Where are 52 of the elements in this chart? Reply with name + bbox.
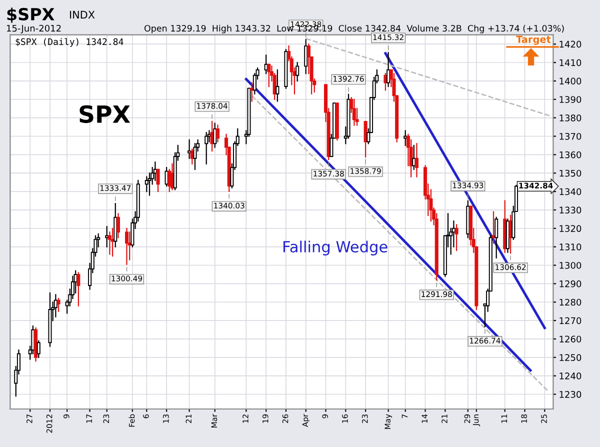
y-tick-label: 1400 (560, 78, 582, 84)
candlestick (156, 168, 160, 192)
y-tick-label: 1300 (560, 262, 582, 269)
candlestick (304, 39, 308, 74)
candlestick (124, 228, 129, 265)
y-tick-label: 1420 (560, 40, 582, 48)
y-tick-label: 1390 (560, 96, 582, 103)
candlestick (213, 122, 217, 148)
candlestick (188, 139, 192, 159)
y-tick-label: 1250 (560, 354, 582, 361)
candlestick (36, 340, 40, 358)
candlestick (193, 143, 197, 170)
annotation: $SPX (Daily) 1342.84 (16, 38, 124, 47)
candlestick (144, 176, 148, 192)
annotation: Target (516, 36, 551, 45)
y-tick-label: 1260 (560, 336, 582, 343)
candlestick (454, 224, 458, 252)
y-tick-label: 1240 (560, 372, 582, 380)
candlestick (216, 124, 220, 142)
candlestick (404, 130, 408, 146)
y-tick-label: 1350 (560, 170, 582, 177)
annotation: Falling Wedge (284, 240, 388, 256)
candlestick (76, 272, 80, 306)
y-tick-label: 1410 (560, 59, 582, 66)
candlestick (267, 64, 271, 88)
y-tick-label: 1230 (560, 390, 582, 398)
candlestick (276, 69, 280, 102)
candlestick (296, 62, 300, 82)
candlestick (114, 203, 118, 248)
candlestick (414, 143, 419, 178)
candlestick (116, 213, 120, 238)
y-tick-label: 1290 (560, 280, 582, 288)
y-tick-label: 1330 (560, 206, 582, 214)
candlestick (386, 52, 390, 88)
candlestick (204, 132, 208, 164)
y-tick-label: 1270 (560, 317, 582, 324)
y-tick-label: 1320 (560, 225, 582, 232)
y-tick-label: 1360 (560, 151, 582, 158)
text: 15-Jun-2012 (6, 24, 61, 34)
candlestick (352, 98, 356, 126)
text: INDX (70, 10, 95, 19)
candlestick (108, 232, 112, 255)
candlestick (494, 216, 498, 258)
annotation: SPX (80, 105, 130, 124)
y-tick-label: 1280 (560, 298, 582, 306)
y-tick-label: 1380 (560, 114, 582, 122)
y-tick-label: 1340 (560, 188, 582, 196)
y-tick-label: 1370 (560, 132, 582, 140)
candlestick (56, 298, 60, 312)
candlestick (54, 294, 58, 318)
chart-title: $SPX (7, 8, 54, 23)
y-tick-label: 1310 (560, 244, 582, 250)
